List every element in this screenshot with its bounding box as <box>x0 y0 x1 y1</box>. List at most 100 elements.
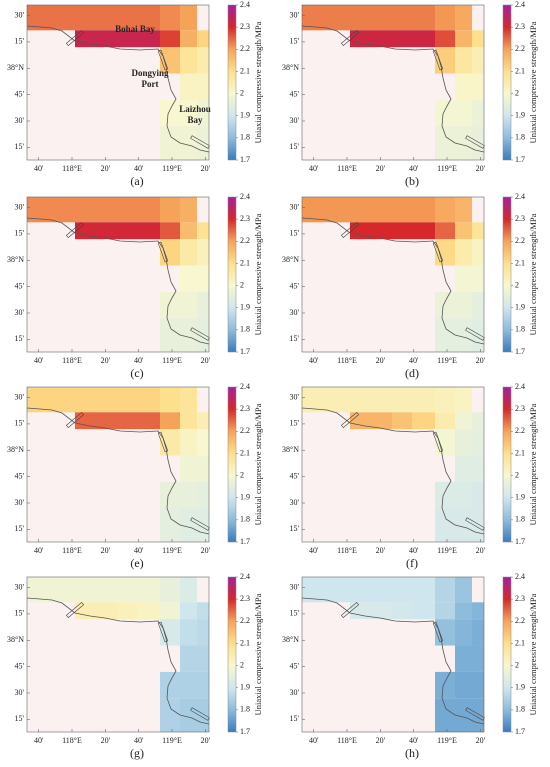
grid-cell <box>180 577 197 603</box>
x-tick-label: 40' <box>134 164 144 173</box>
colorbar-tick-label: 2 <box>240 470 244 479</box>
grid-cell <box>327 577 350 603</box>
grid-cell <box>137 222 160 240</box>
grid-cell <box>372 222 392 240</box>
x-tick-label: 40' <box>34 356 44 365</box>
grid-cell <box>197 47 209 74</box>
y-tick-label: 15' <box>15 524 25 533</box>
y-tick-label: 38°N <box>282 635 299 644</box>
x-tick-label: 40' <box>309 736 319 745</box>
annotation: Bohai Bay <box>115 24 155 34</box>
grid-cell <box>117 577 137 603</box>
grid-cell <box>197 99 209 127</box>
grid-cell <box>197 602 209 620</box>
colorbar-tick-label: 1.8 <box>515 133 525 142</box>
grid-cell <box>412 412 435 430</box>
y-tick-label: 38°N <box>7 635 24 644</box>
grid-cell <box>472 30 484 48</box>
panel: 40' 118°E 20' 40' 119°E 20' 30' 15' 38°N 45' 30' 15… <box>7 572 263 760</box>
colorbar-tick-label: 1.8 <box>515 515 525 524</box>
panel-label: (d) <box>405 366 419 380</box>
colorbar-tick-label: 1.8 <box>240 133 250 142</box>
colorbar-tick-label: 2.3 <box>515 214 525 223</box>
grid-cell <box>392 412 412 430</box>
grid-cell <box>435 126 455 160</box>
grid-cell <box>455 671 472 699</box>
grid-cell <box>455 265 472 292</box>
y-tick-label: 30' <box>15 498 25 507</box>
grid-cell <box>197 645 209 672</box>
grid-cell <box>455 99 472 127</box>
colorbar-tick-label: 2 <box>515 660 519 669</box>
grid-cell <box>180 239 197 266</box>
y-tick-label: 38°N <box>7 445 24 454</box>
grid-cell <box>180 126 197 160</box>
grid-cell <box>160 698 180 732</box>
colorbar-label: Uniaxial compressive strength/MPa <box>528 403 538 525</box>
colorbar-tick-label: 1.9 <box>515 303 525 312</box>
grid-cell <box>160 671 180 699</box>
colorbar-tick-label: 2.2 <box>240 44 250 53</box>
colorbar-tick-label: 2.4 <box>515 572 525 581</box>
grid-cell <box>160 5 180 31</box>
colorbar-tick-label: 1.9 <box>240 493 250 502</box>
grid-cell <box>472 99 484 127</box>
grid-cell <box>435 99 455 127</box>
x-tick-label: 40' <box>309 164 319 173</box>
grid-cell <box>435 197 455 223</box>
grid-cell <box>392 222 412 240</box>
grid-cell <box>197 671 209 699</box>
x-tick-label: 118°E <box>62 736 82 745</box>
grid-cell <box>435 671 455 699</box>
grid-cell <box>197 239 209 266</box>
x-tick-label: 20' <box>101 356 111 365</box>
grid-cell <box>392 5 412 31</box>
frame <box>301 386 485 543</box>
grid-cell <box>472 671 484 699</box>
colorbar-tick-label: 1.9 <box>240 683 250 692</box>
colorbar-tick-label: 1.8 <box>515 705 525 714</box>
grid-cell <box>75 5 97 31</box>
grid-cell <box>180 429 197 456</box>
grid-cell <box>455 5 472 31</box>
y-tick-label: 30' <box>290 498 300 507</box>
x-tick-label: 40' <box>134 546 144 555</box>
grid-cell <box>455 47 472 74</box>
grid-cell <box>455 508 472 542</box>
grid-cell <box>435 412 455 430</box>
grid-cell <box>455 698 472 732</box>
pier <box>432 49 444 71</box>
panel-label: (f) <box>406 556 418 570</box>
y-tick-label: 15' <box>15 37 25 46</box>
colorbar-tick-label: 2 <box>515 470 519 479</box>
grid-cell <box>435 47 455 74</box>
grid-cell <box>180 602 197 620</box>
annotation: Bay <box>187 115 203 125</box>
grid-cell <box>197 481 209 509</box>
colorbar-tick-label: 2.1 <box>240 638 250 647</box>
x-tick-label: 40' <box>409 736 419 745</box>
colorbar-tick-label: 1.7 <box>240 155 250 164</box>
grid-cell <box>160 412 180 430</box>
colorbar-tick-label: 2.4 <box>240 192 250 201</box>
coastline <box>301 407 485 535</box>
grid-cell <box>472 265 484 292</box>
grid-cell <box>160 99 180 127</box>
x-tick-label: 119°E <box>437 164 457 173</box>
x-tick-label: 20' <box>201 164 211 173</box>
grid-cell <box>455 30 472 48</box>
colorbar-tick-label: 1.9 <box>240 303 250 312</box>
grid-cell <box>75 577 97 603</box>
panel-label: (g) <box>130 746 144 760</box>
grid-cell <box>435 30 455 48</box>
colorbar-tick-label: 2.2 <box>515 44 525 53</box>
colorbar-tick-label: 1.8 <box>240 325 250 334</box>
frame <box>301 196 485 353</box>
x-tick-label: 40' <box>309 546 319 555</box>
x-tick-label: 40' <box>409 356 419 365</box>
x-tick-label: 118°E <box>62 164 82 173</box>
grid-cell <box>160 429 180 456</box>
grid-cell <box>455 222 472 240</box>
y-tick-label: 45' <box>290 471 300 480</box>
x-tick-label: 119°E <box>437 356 457 365</box>
